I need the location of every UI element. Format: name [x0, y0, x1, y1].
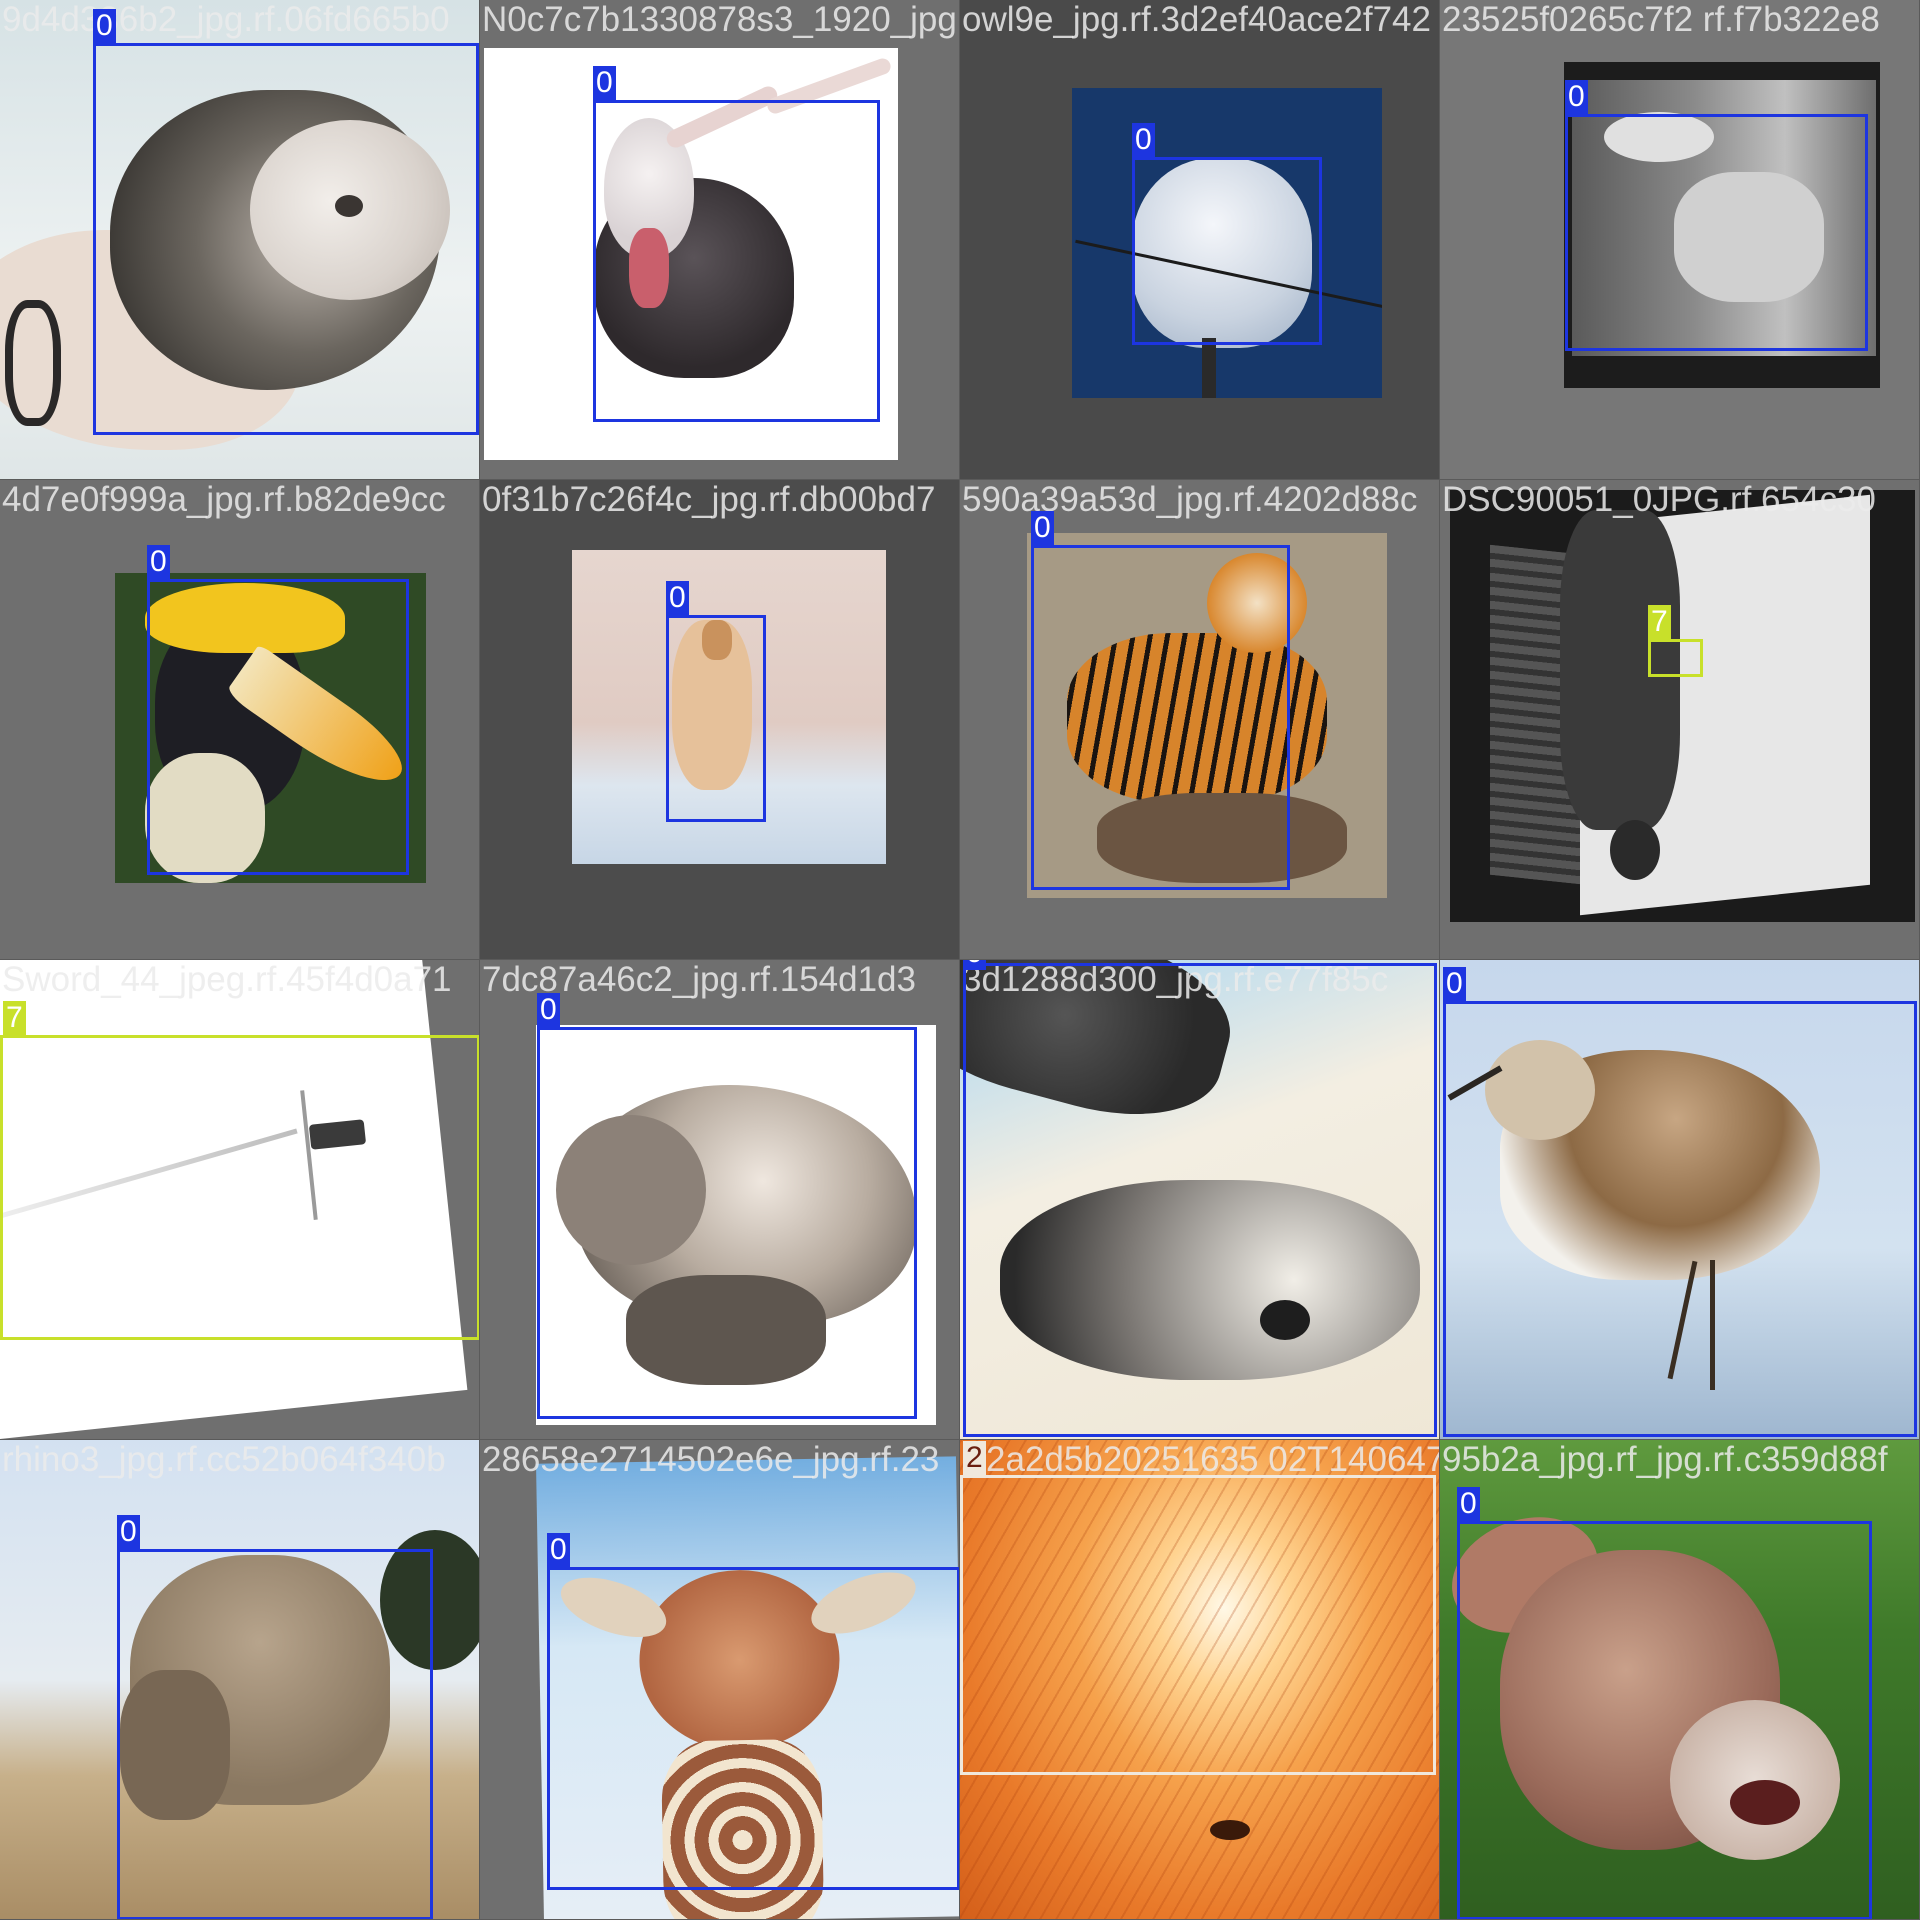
hornbill-photo	[115, 573, 426, 883]
tile-caption: 23525f0265c7f2 rf.f7b322e8	[1442, 0, 1880, 39]
tile-caption: 4d7e0f999a_jpg.rf.b82de9cc	[2, 480, 446, 519]
tile-giraffe: 28658e2714502e6e_jpg.rf.23 0	[480, 1440, 960, 1920]
tile-porcupine: 7dc87a46c2_jpg.rf.154d1d3 0	[480, 960, 960, 1440]
class-label: 0	[666, 581, 689, 615]
tile-rhino: rhino3_jpg.rf.cc52b064f340b 0	[0, 1440, 480, 1920]
bounding-box: 2	[960, 1441, 1436, 1775]
bounding-box: 0	[1457, 1487, 1872, 1919]
class-label: 0	[147, 545, 170, 579]
closeup-animal-photo	[960, 960, 1439, 1439]
tile-fire: 2a2d5b20251635 02T140647 2	[960, 1440, 1440, 1920]
bounding-box: 0	[1565, 80, 1868, 351]
tile-gray-horse: 23525f0265c7f2 rf.f7b322e8 0	[1440, 0, 1920, 480]
fire-photo	[960, 1440, 1439, 1919]
hedgehog-photo	[0, 0, 479, 479]
bounding-box: 0	[1443, 967, 1917, 1437]
bounding-box: 0	[547, 1533, 959, 1890]
class-label: 0	[547, 1533, 570, 1567]
tile-sword: Sword_44_jpeg.rf.45f4d0a71 7	[0, 960, 480, 1440]
tile-caption: N0c7c7b1330878s3_1920_jpg	[482, 0, 957, 39]
tile-owl: owl9e_jpg.rf.3d2ef40ace2f742 0	[960, 0, 1440, 480]
tile-caption: 0f31b7c26f4c_jpg.rf.db00bd7	[482, 480, 936, 519]
opossum-photo	[484, 48, 898, 460]
tile-horse-snow: 0f31b7c26f4c_jpg.rf.db00bd7 0	[480, 480, 960, 960]
class-label: 0	[593, 66, 616, 100]
class-label: 0	[1443, 967, 1466, 1001]
bounding-box: 0	[1132, 123, 1322, 345]
class-label: 7	[3, 1001, 26, 1035]
tile-hornbill: 4d7e0f999a_jpg.rf.b82de9cc 0	[0, 480, 480, 960]
tile-closeup-animal: 3d1288d300_jpg.rf.e77f85c 0	[960, 960, 1440, 1440]
tile-knife-scene: DSC90051_0JPG.rf.654c30 7	[1440, 480, 1920, 960]
class-label: 0	[117, 1515, 140, 1549]
tile-hedgehog: 9d4d336b2_jpg.rf.06fd665b0 0	[0, 0, 480, 480]
tile-caption: owl9e_jpg.rf.3d2ef40ace2f742	[962, 0, 1431, 39]
bounding-box: 0	[666, 581, 766, 822]
horse-snow-photo	[572, 550, 886, 864]
bounding-box: 0	[537, 993, 917, 1419]
bounding-box: 0	[93, 9, 479, 435]
class-label: 0	[93, 9, 116, 43]
class-label: 2	[963, 1441, 986, 1475]
tile-donkey: 95b2a_jpg.rf_jpg.rf.c359d88f 0	[1440, 1440, 1920, 1920]
class-label: 0	[963, 960, 986, 970]
donkey-photo	[1440, 1440, 1919, 1919]
bounding-box: 7	[1648, 605, 1703, 677]
class-label: 0	[537, 993, 560, 1027]
bounding-box: 7	[0, 1001, 479, 1340]
tiger-photo	[1027, 533, 1387, 898]
bounding-box: 0	[1031, 511, 1290, 890]
class-label: 0	[1031, 511, 1054, 545]
rhino-photo	[0, 1440, 479, 1919]
bounding-box: 0	[117, 1515, 433, 1919]
class-label: 0	[1132, 123, 1155, 157]
class-label: 7	[1648, 605, 1671, 639]
class-label: 0	[1565, 80, 1588, 114]
tile-tiger: 590a39a53d_jpg.rf.4202d88c 0	[960, 480, 1440, 960]
bounding-box: 0	[963, 960, 1437, 1437]
bounding-box: 0	[147, 545, 409, 875]
tile-sandpiper: 0	[1440, 960, 1920, 1440]
porcupine-photo	[536, 1025, 936, 1425]
sandpiper-photo	[1440, 960, 1919, 1439]
tile-opossum: N0c7c7b1330878s3_1920_jpg 0	[480, 0, 960, 480]
bounding-box: 0	[593, 66, 880, 422]
class-label: 0	[1457, 1487, 1480, 1521]
owl-photo	[1072, 88, 1382, 398]
knife-scene-photo	[1450, 490, 1915, 922]
